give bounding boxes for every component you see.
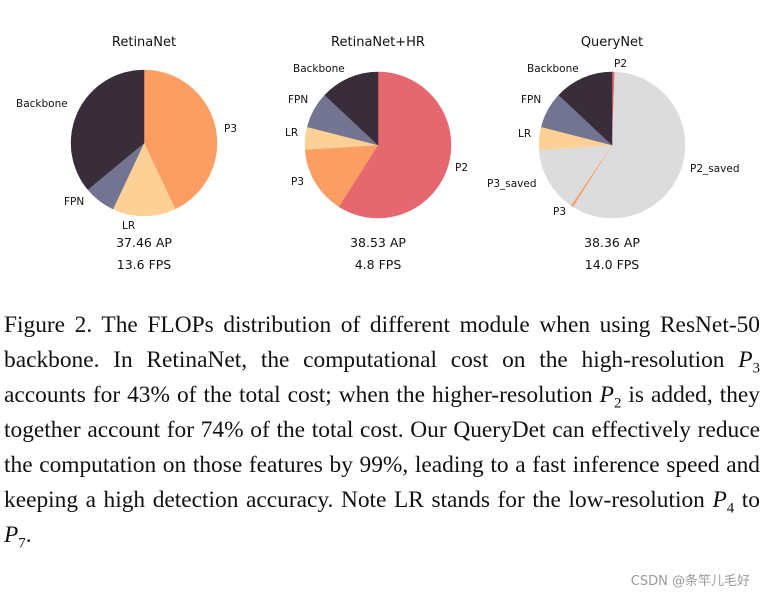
pie-title: RetinaNet [112, 35, 176, 50]
slice-label-backbone: Backbone [527, 63, 579, 75]
caption-text-4: to [734, 487, 761, 513]
math-var: P [599, 382, 614, 408]
pie-slice-p3-saved [538, 144, 613, 206]
math-p3: P3 [738, 347, 760, 376]
pie-slice-p2 [338, 71, 452, 219]
pie-querynet: QueryNet P2 P2_saved P3 P3_saved LR FPN … [487, 35, 740, 272]
slice-label-lr: LR [122, 220, 135, 232]
slice-label-fpn: FPN [64, 196, 84, 208]
caption-text-3: is added, they together account for 74% … [4, 382, 760, 513]
pie-slice-backbone [70, 69, 145, 190]
fps-value: 14.0 FPS [585, 257, 640, 272]
slice-label-p3: P3 [291, 176, 304, 188]
ap-value: 37.46 AP [116, 235, 172, 250]
pie-retinanet-hr: RetinaNet+HR P2 P3 LR FPN Backbone 38.53… [285, 35, 468, 272]
caption-text-2: accounts for 43% of the total cost; when… [4, 382, 600, 408]
math-var: P [738, 347, 753, 373]
pie-slice-backbone [558, 71, 613, 146]
pie-slice-lr [112, 142, 176, 217]
math-p2: P2 [599, 382, 622, 411]
math-sub: 7 [18, 535, 26, 552]
pie-slice-p3 [143, 69, 218, 210]
slice-label-backbone: Backbone [16, 98, 68, 110]
math-sub: 2 [613, 395, 622, 412]
fps-value: 13.6 FPS [117, 257, 172, 272]
pie-slice-p3 [304, 144, 379, 207]
slice-label-p2-saved: P2_saved [690, 163, 740, 175]
math-var: P [4, 522, 19, 548]
math-sub: 4 [726, 500, 735, 517]
pie-figure: RetinaNet P3 LR FPN Backbone 37.46 AP 13… [16, 35, 740, 272]
ap-value: 38.53 AP [350, 235, 406, 250]
slice-label-p3: P3 [224, 123, 237, 135]
math-p4: P4 [712, 487, 734, 516]
pie-title: QueryNet [581, 35, 643, 50]
watermark: CSDN @条竿儿毛好 [630, 574, 750, 589]
caption-text-1: Figure 2. The FLOPs distribution of diff… [4, 312, 760, 373]
ap-value: 38.36 AP [584, 235, 640, 250]
figure-caption: Figure 2. The FLOPs distribution of diff… [4, 308, 760, 553]
slice-label-p3: P3 [553, 206, 566, 218]
slice-label-backbone: Backbone [293, 63, 345, 75]
pie-slice-backbone [324, 71, 379, 146]
slice-label-p2: P2 [614, 58, 627, 70]
math-var: P [712, 487, 727, 513]
slice-label-lr: LR [518, 128, 531, 140]
pie-retinanet: RetinaNet P3 LR FPN Backbone 37.46 AP 13… [16, 35, 237, 272]
pie-slice-p2-saved [572, 71, 686, 219]
math-sub: 3 [752, 360, 761, 377]
slice-label-lr: LR [285, 127, 298, 139]
fps-value: 4.8 FPS [355, 257, 402, 272]
slice-label-p2: P2 [455, 162, 468, 174]
slice-label-p3-saved: P3_saved [487, 178, 537, 190]
pie-title: RetinaNet+HR [331, 35, 425, 50]
slice-label-fpn: FPN [288, 94, 308, 106]
slice-label-fpn: FPN [521, 94, 541, 106]
math-p7: P7 [4, 522, 26, 551]
caption-text-5: . [25, 522, 32, 548]
